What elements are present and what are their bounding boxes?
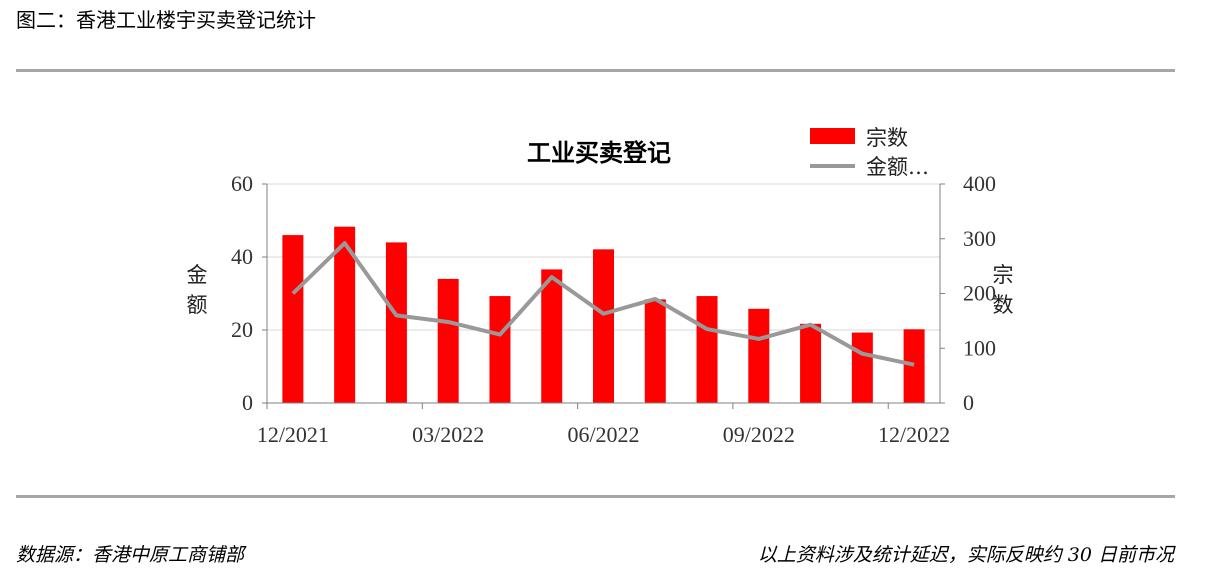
y-right-tick-label: 200 [963, 281, 996, 306]
legend: 宗数 金额… [810, 126, 929, 179]
top-divider [16, 69, 1175, 72]
tick-labels: 0 20 40 60 0 100 200 300 400 12/2021 03/2022 06/202… [231, 171, 996, 447]
bar [385, 242, 407, 403]
bar [541, 269, 563, 403]
bar-series [282, 226, 925, 403]
x-tick-label: 12/2021 [257, 422, 329, 447]
y-left-tick-label: 20 [231, 317, 253, 342]
y-right-axis-label: 宗数 [993, 263, 1014, 317]
bar [851, 332, 873, 403]
axes [262, 183, 945, 409]
y-right-tick-label: 0 [963, 390, 974, 415]
y-right-tick-label: 400 [963, 171, 996, 196]
x-tick-label: 03/2022 [412, 422, 484, 447]
figure-title: 图二：香港工业楼宇买卖登记统计 [16, 8, 316, 32]
bar [489, 296, 511, 403]
x-tick-label: 06/2022 [567, 422, 639, 447]
legend-swatch-bar [810, 128, 855, 144]
source-note: 数据源：香港中原工商铺部 [16, 544, 245, 566]
bar [696, 296, 718, 403]
chart: 工业买卖登记 0 20 40 60 0 100 200 300 400 12/2021 03/202… [187, 126, 1014, 447]
bar [334, 226, 356, 403]
axis-labels: 金额 宗数 [187, 263, 1014, 317]
y-left-axis-label: 金额 [187, 263, 208, 317]
bar [800, 323, 822, 403]
bar [437, 278, 459, 403]
chart-title: 工业买卖登记 [527, 139, 671, 167]
legend-label-line: 金额… [866, 155, 929, 179]
bar [644, 299, 666, 403]
y-left-tick-label: 0 [242, 390, 253, 415]
bottom-divider [16, 495, 1175, 498]
bar [593, 249, 614, 403]
legend-label-bar: 宗数 [866, 126, 908, 150]
y-left-tick-label: 40 [231, 244, 253, 269]
y-right-tick-label: 300 [963, 226, 996, 251]
bar [903, 329, 925, 403]
x-tick-label: 12/2022 [878, 422, 950, 447]
disclaimer-note: 以上资料涉及统计延迟，实际反映约 30 日前市况 [757, 544, 1174, 566]
line-series [291, 241, 915, 367]
y-right-tick-label: 100 [963, 335, 996, 360]
x-tick-label: 09/2022 [723, 422, 795, 447]
y-left-tick-label: 60 [231, 171, 253, 196]
bar [282, 235, 304, 403]
bar [748, 308, 770, 403]
